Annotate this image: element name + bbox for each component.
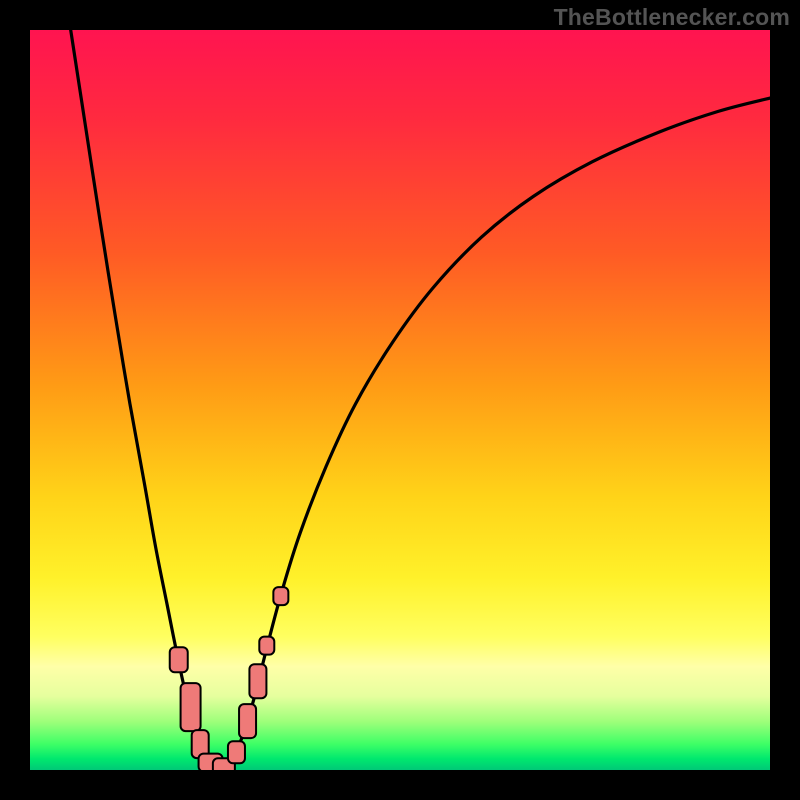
- marker-8: [259, 637, 274, 655]
- bottleneck-curve-chart: [0, 0, 800, 800]
- chart-stage: TheBottlenecker.com: [0, 0, 800, 800]
- marker-6: [239, 704, 256, 738]
- marker-0: [170, 647, 188, 672]
- watermark-text: TheBottlenecker.com: [554, 4, 790, 31]
- marker-1: [181, 683, 201, 731]
- marker-5: [228, 741, 245, 763]
- marker-9: [273, 587, 288, 605]
- marker-7: [249, 664, 266, 698]
